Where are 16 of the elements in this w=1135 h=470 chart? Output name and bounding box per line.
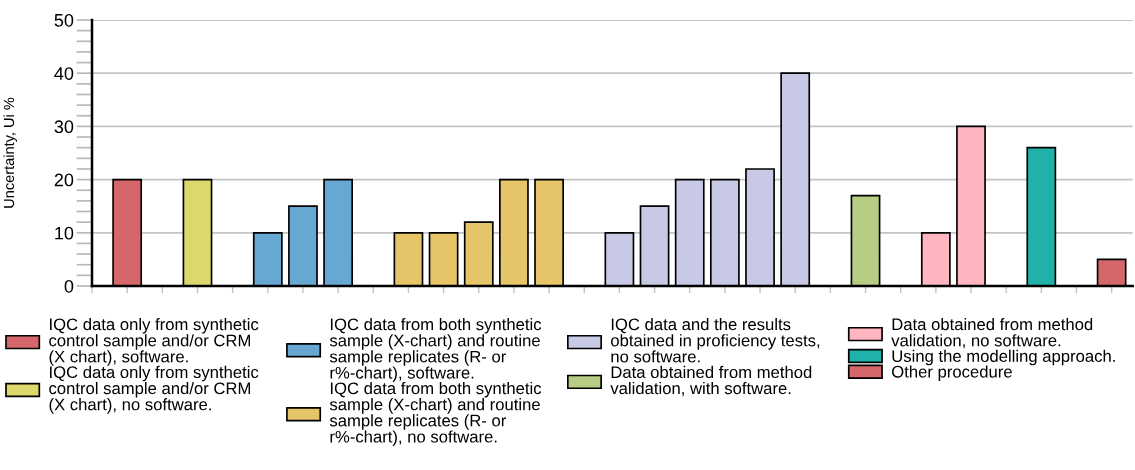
legend-label: Using the modelling approach.: [892, 349, 1115, 366]
legend-label: IQC data only from synthetic control sample and/or CRM (X chart), no software.: [49, 365, 259, 414]
y-tick-label: 30: [54, 120, 74, 134]
legend-label: Other procedure: [892, 365, 1012, 381]
y-tick-label: 40: [54, 67, 74, 80]
y-tick-label: 50: [54, 13, 74, 27]
legend-label: IQC data and the results obtained in proficiency tests, no software.: [611, 318, 820, 363]
y-tick-label: 10: [55, 226, 74, 240]
y-axis-title: Uncertainty, Ui %: [3, 97, 17, 208]
legend-label: Data obtained from method validation, with software.: [610, 365, 812, 397]
legend-label: IQC data only from synthetic control sample and/or CRM (X chart), software.: [49, 318, 259, 366]
legend-label: IQC data from both synthetic sample (X-chart) and routine sample replicates (R- or r%-chart), software.: [329, 318, 542, 382]
y-tick-label: 0: [64, 279, 74, 293]
legend-label: IQC data from both synthetic sample (X-chart) and routine sample replicates (R- or r%-chart), no software.: [329, 381, 542, 446]
legend-label: Data obtained from method validation, no software.: [891, 318, 1093, 349]
y-tick-label: 20: [54, 173, 74, 187]
